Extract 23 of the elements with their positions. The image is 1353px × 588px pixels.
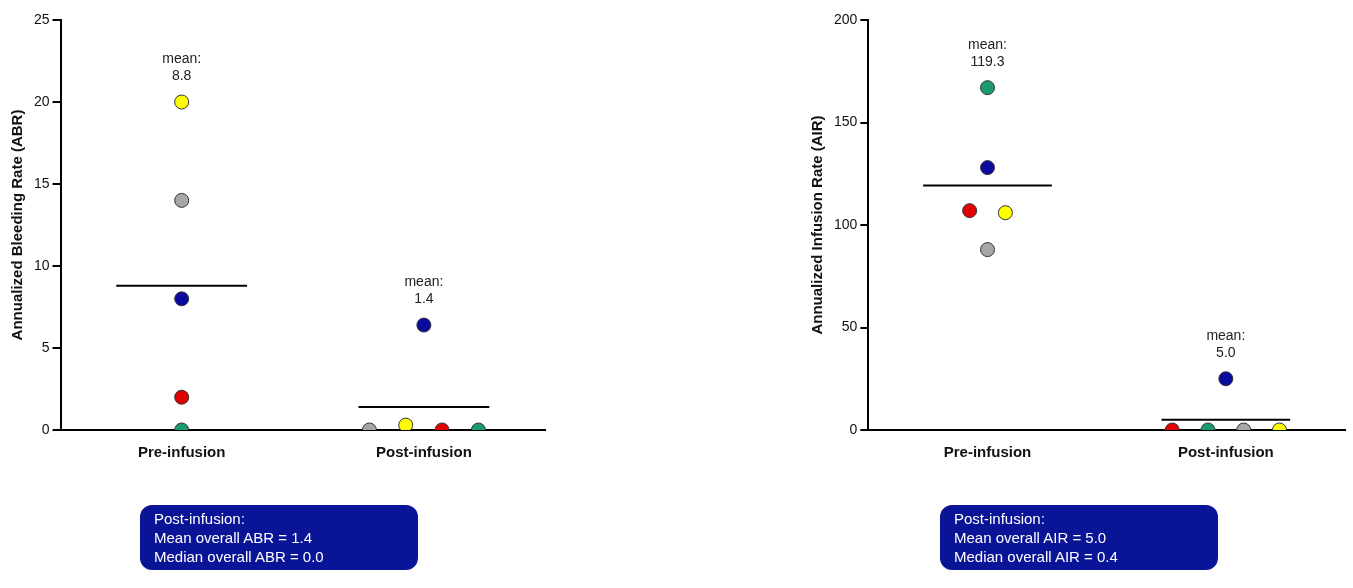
y-tick-label: 0 bbox=[41, 420, 50, 437]
y-tick-label: 10 bbox=[33, 256, 50, 273]
x-tick-label: Post-infusion bbox=[375, 443, 472, 461]
text: Post-infusion: Mean overall ABR = 1.4 Median overall ABR = 0.0 bbox=[140, 505, 418, 570]
y-tick-label: 0 bbox=[849, 420, 858, 437]
y-tick-label: 100 bbox=[834, 215, 858, 232]
y-axis-title: Annualized Infusion Rate (AIR) bbox=[808, 115, 826, 335]
text: Post-infusion: Mean overall AIR = 5.0 Median overall AIR = 0.4 bbox=[940, 505, 1218, 570]
y-tick-label: 15 bbox=[33, 174, 50, 191]
y-tick-label: 5 bbox=[41, 338, 50, 355]
y-axis-title: Annualized Bleeding Rate (ABR) bbox=[8, 109, 26, 341]
annotation: mean: 1.4 bbox=[404, 273, 444, 307]
x-tick-label: Pre-infusion bbox=[943, 443, 1032, 461]
y-tick-label: 25 bbox=[33, 10, 50, 27]
annotation: mean: 5.0 bbox=[1206, 326, 1246, 360]
y-tick-label: 20 bbox=[33, 92, 50, 109]
annotation: mean: 8.8 bbox=[162, 50, 202, 83]
x-tick-label: Pre-infusion bbox=[137, 443, 226, 461]
y-tick-label: 150 bbox=[834, 113, 858, 130]
y-tick-label: 200 bbox=[834, 10, 858, 27]
annotation: mean: 119.3 bbox=[968, 35, 1007, 69]
y-tick-label: 50 bbox=[841, 318, 858, 335]
x-tick-label: Post-infusion bbox=[1177, 443, 1274, 461]
